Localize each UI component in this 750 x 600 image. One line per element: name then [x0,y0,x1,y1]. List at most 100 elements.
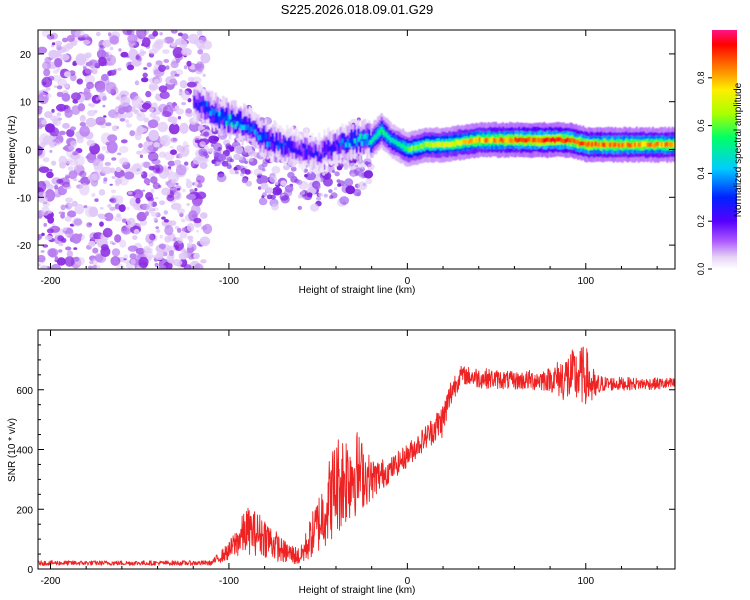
noise-speckle [56,91,64,97]
noise-speckle [138,51,145,57]
noise-speckle [186,222,195,232]
noise-speckle [208,148,214,153]
ridge-cell [232,116,235,134]
ridge-cell [270,139,273,150]
ridge-cell [464,139,467,145]
ridge-cell [391,137,394,143]
noise-speckle [217,146,222,151]
noise-speckle [168,250,174,257]
ridge-cell [305,148,308,154]
noise-speckle [38,196,48,204]
noise-speckle [99,221,104,227]
ridge-cell [337,143,341,154]
ridge-cell [298,149,301,155]
ridge-cell [343,144,346,149]
noise-speckle [135,193,141,199]
noise-speckle [117,152,122,156]
ridge-cell [584,141,587,146]
ridge-cell [352,141,355,146]
y-tick-label: 10 [20,98,32,109]
noise-speckle [177,187,181,191]
ridge-cell [505,137,508,143]
noise-speckle [58,249,63,253]
noise-speckle [101,73,109,82]
ridge-cell [576,139,580,145]
noise-speckle [79,125,90,137]
y-tick-label: 400 [16,446,33,457]
ridge-cell [207,107,210,113]
ridge-cell [366,133,369,145]
ridge-cell [669,142,672,147]
noise-speckle [38,263,41,267]
noise-speckle [348,162,357,171]
noise-speckle [85,54,90,58]
noise-speckle [94,253,104,263]
noise-speckle [174,159,181,165]
noise-speckle [129,93,136,100]
ridge-cell [250,127,253,132]
noise-speckle [343,166,349,171]
noise-speckle [143,161,151,169]
ridge-cell [475,138,478,143]
noise-speckle [88,103,92,107]
ridge-cell [193,95,196,101]
noise-speckle [95,116,106,126]
noise-speckle [127,245,138,252]
noise-speckle [119,239,127,248]
ridge-cell [434,142,437,147]
noise-speckle [159,200,166,206]
ridge-cell [225,110,228,121]
noise-speckle [91,68,98,75]
noise-speckle [148,81,158,92]
noise-speckle [297,194,303,199]
ridge-cell [471,138,474,144]
noise-speckle [70,126,76,131]
noise-speckle [51,108,55,113]
noise-speckle [125,111,133,119]
ridge-cell [389,137,392,143]
noise-speckle [200,52,211,64]
noise-speckle [179,88,183,92]
ridge-cell [535,137,539,143]
snr-y-ticks: 0 200 400 600 [16,344,675,576]
ridge-cell [601,142,605,147]
noise-speckle [139,154,143,158]
noise-speckle [71,105,81,115]
noise-speckle [89,59,100,66]
noise-speckle [65,197,73,203]
noise-speckle [48,49,59,59]
noise-speckle [67,210,77,218]
noise-speckle [84,68,93,74]
ridge-cell [221,113,225,119]
ridge-cell [582,141,585,146]
noise-speckle [79,170,87,178]
ridge-cell [275,140,278,146]
ridge-cell [626,142,630,148]
noise-speckle [323,193,328,198]
ridge-cell [473,137,476,143]
noise-speckle [175,182,179,186]
noise-speckle [46,87,51,91]
ridge-cell [291,148,294,153]
ridge-cell [491,136,494,142]
noise-speckle [152,164,161,174]
ridge-cell [200,101,203,107]
ridge-cell [200,96,203,107]
noise-speckle [104,161,112,166]
ridge-cell [218,114,221,125]
noise-speckle [135,247,145,255]
ridge-cell [312,152,316,158]
ridge-cell [257,135,260,141]
ridge-cell [289,146,292,152]
noise-speckle [88,240,96,247]
ridge-cell [509,137,512,143]
noise-speckle [177,116,181,120]
ridge-cell [307,145,310,151]
ridge-cell [264,134,267,145]
noise-speckle [58,242,64,247]
noise-speckle [133,228,140,235]
ridge-cell [293,148,296,153]
ridge-cell [305,138,308,156]
noise-speckle [65,246,72,251]
noise-speckle [290,166,297,172]
